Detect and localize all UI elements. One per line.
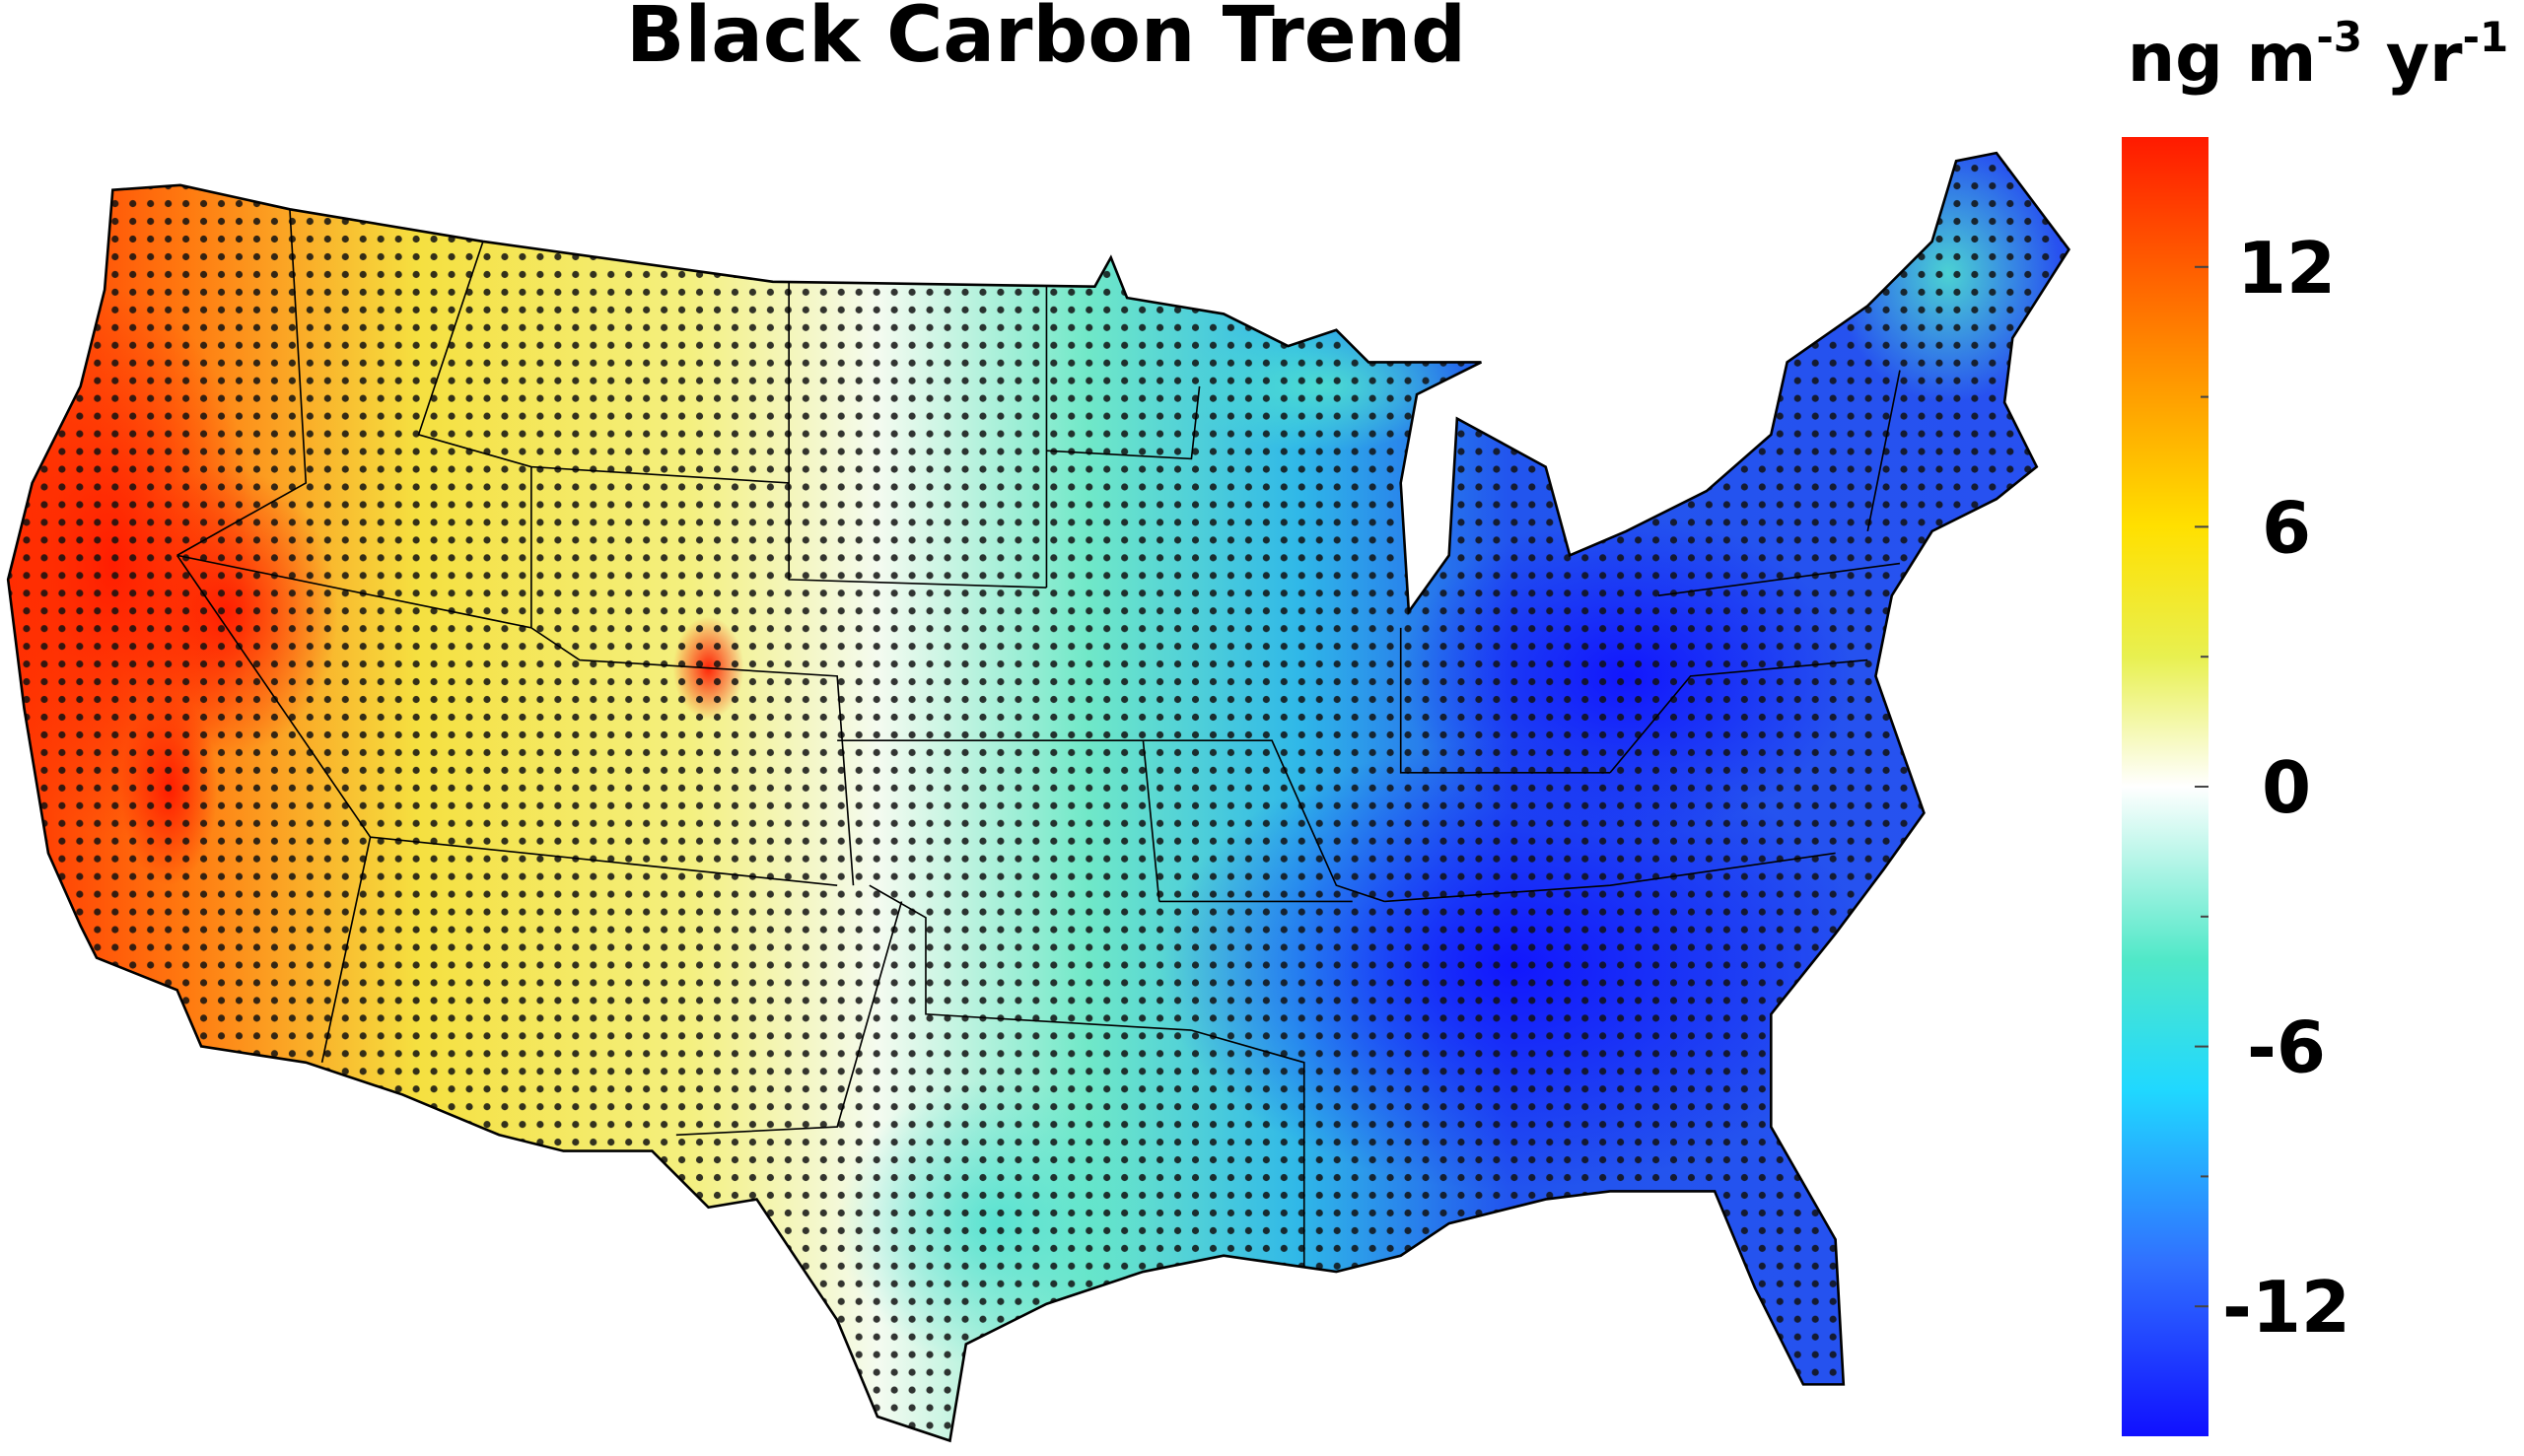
state-borders — [175, 209, 1901, 1273]
colorbar: 12 6 0 -6 -12 — [2122, 137, 2350, 1436]
colorbar-tick-label: 12 — [2237, 227, 2336, 310]
unit-exponent: -1 — [2463, 13, 2509, 61]
colorbar-tick-label: -6 — [2247, 1006, 2326, 1089]
colorbar-ramp — [2122, 137, 2208, 1436]
colorbar-tick-label: 0 — [2262, 746, 2311, 829]
colorbar-tick-label: 6 — [2262, 486, 2311, 569]
unit-exponent: -3 — [2316, 13, 2362, 61]
unit-text: yr — [2362, 20, 2463, 98]
title: Black Carbon Trend — [626, 0, 1466, 80]
unit-text: ng m — [2128, 20, 2317, 98]
map — [6, 151, 2070, 1442]
colorbar-unit: ng m-3 yr-1 — [2128, 13, 2508, 98]
colorbar-tick-label: -12 — [2222, 1266, 2350, 1349]
